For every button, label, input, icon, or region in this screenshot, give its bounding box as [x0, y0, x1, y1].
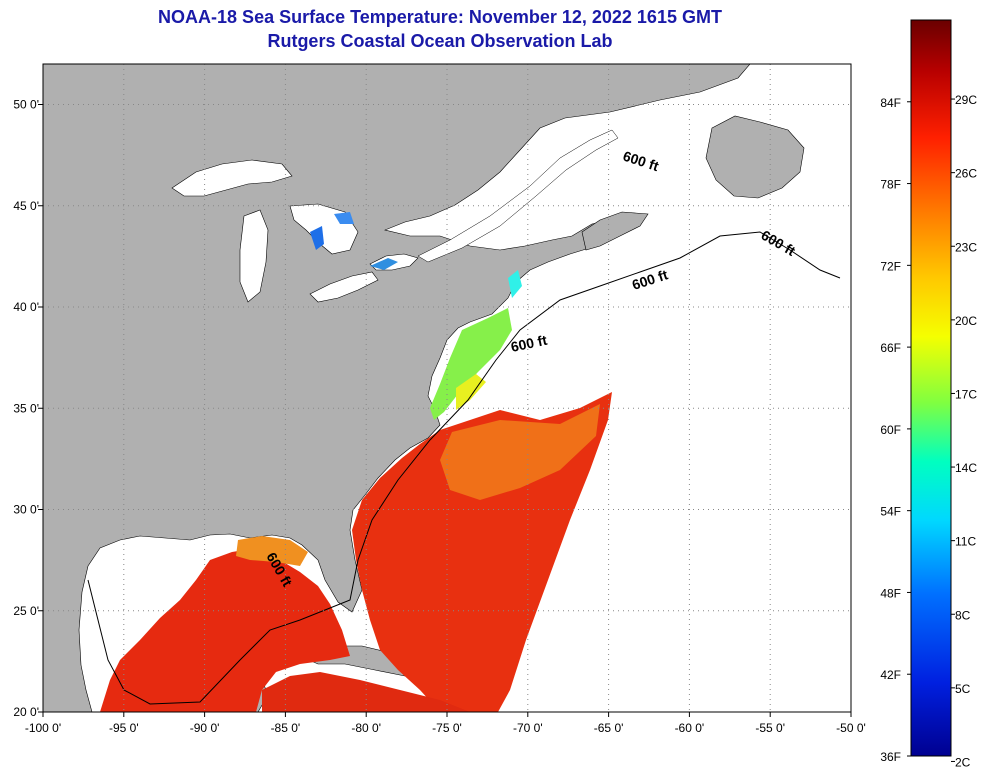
lon-tick-label: -100 0' [25, 721, 61, 735]
lat-tick-label: 30 0' [13, 503, 39, 517]
lon-tick-label: -65 0' [594, 721, 624, 735]
lat-tick-label: 45 0' [13, 199, 39, 213]
colorbar-c-label: 26C [955, 167, 977, 181]
colorbar-f-label: 36F [880, 750, 901, 764]
colorbar-f-label: 84F [880, 96, 901, 110]
colorbar-f-label: 48F [880, 586, 901, 600]
lon-tick-label: -50 0' [836, 721, 866, 735]
lon-tick-label: -85 0' [271, 721, 301, 735]
colorbar [911, 20, 951, 756]
lat-tick-label: 35 0' [13, 401, 39, 415]
colorbar-c-label: 2C [955, 755, 971, 769]
lon-tick-label: -70 0' [513, 721, 543, 735]
colorbar-celsius-labels: 29C 26C 23C 20C 17C 14C 11C 8C 5C 2C [951, 93, 977, 769]
colorbar-c-label: 8C [955, 608, 971, 622]
lat-tick-label: 25 0' [13, 604, 39, 618]
lon-tick-label: -60 0' [675, 721, 705, 735]
colorbar-f-label: 60F [880, 423, 901, 437]
colorbar-f-label: 72F [880, 259, 901, 273]
latitude-axis: 50 0' 45 0' 40 0' 35 0' 30 0' 25 0' 20 0' [13, 98, 43, 720]
colorbar-c-label: 17C [955, 387, 977, 401]
colorbar-c-label: 11C [955, 535, 976, 549]
colorbar-c-label: 29C [955, 93, 977, 107]
colorbar-f-label: 66F [880, 341, 901, 355]
colorbar-c-label: 5C [955, 682, 971, 696]
colorbar-fahrenheit-labels: 84F 78F 72F 66F 60F 54F 48F 42F 36F [880, 96, 911, 764]
lat-tick-label: 40 0' [13, 300, 39, 314]
colorbar-f-label: 54F [880, 505, 901, 519]
lon-tick-label: -75 0' [432, 721, 462, 735]
colorbar-f-label: 42F [880, 668, 901, 682]
colorbar-c-label: 14C [955, 461, 977, 475]
colorbar-f-label: 78F [880, 178, 901, 192]
colorbar-c-label: 23C [955, 240, 977, 254]
lon-tick-label: -90 0' [190, 721, 220, 735]
lon-tick-label: -55 0' [755, 721, 785, 735]
longitude-axis: -100 0' -95 0' -90 0' -85 0' -80 0' -75 0' -70… [25, 712, 866, 735]
lat-tick-label: 20 0' [13, 705, 39, 719]
lon-tick-label: -80 0' [351, 721, 381, 735]
colorbar-c-label: 20C [955, 314, 977, 328]
lon-tick-label: -95 0' [109, 721, 139, 735]
lat-tick-label: 50 0' [13, 98, 39, 112]
